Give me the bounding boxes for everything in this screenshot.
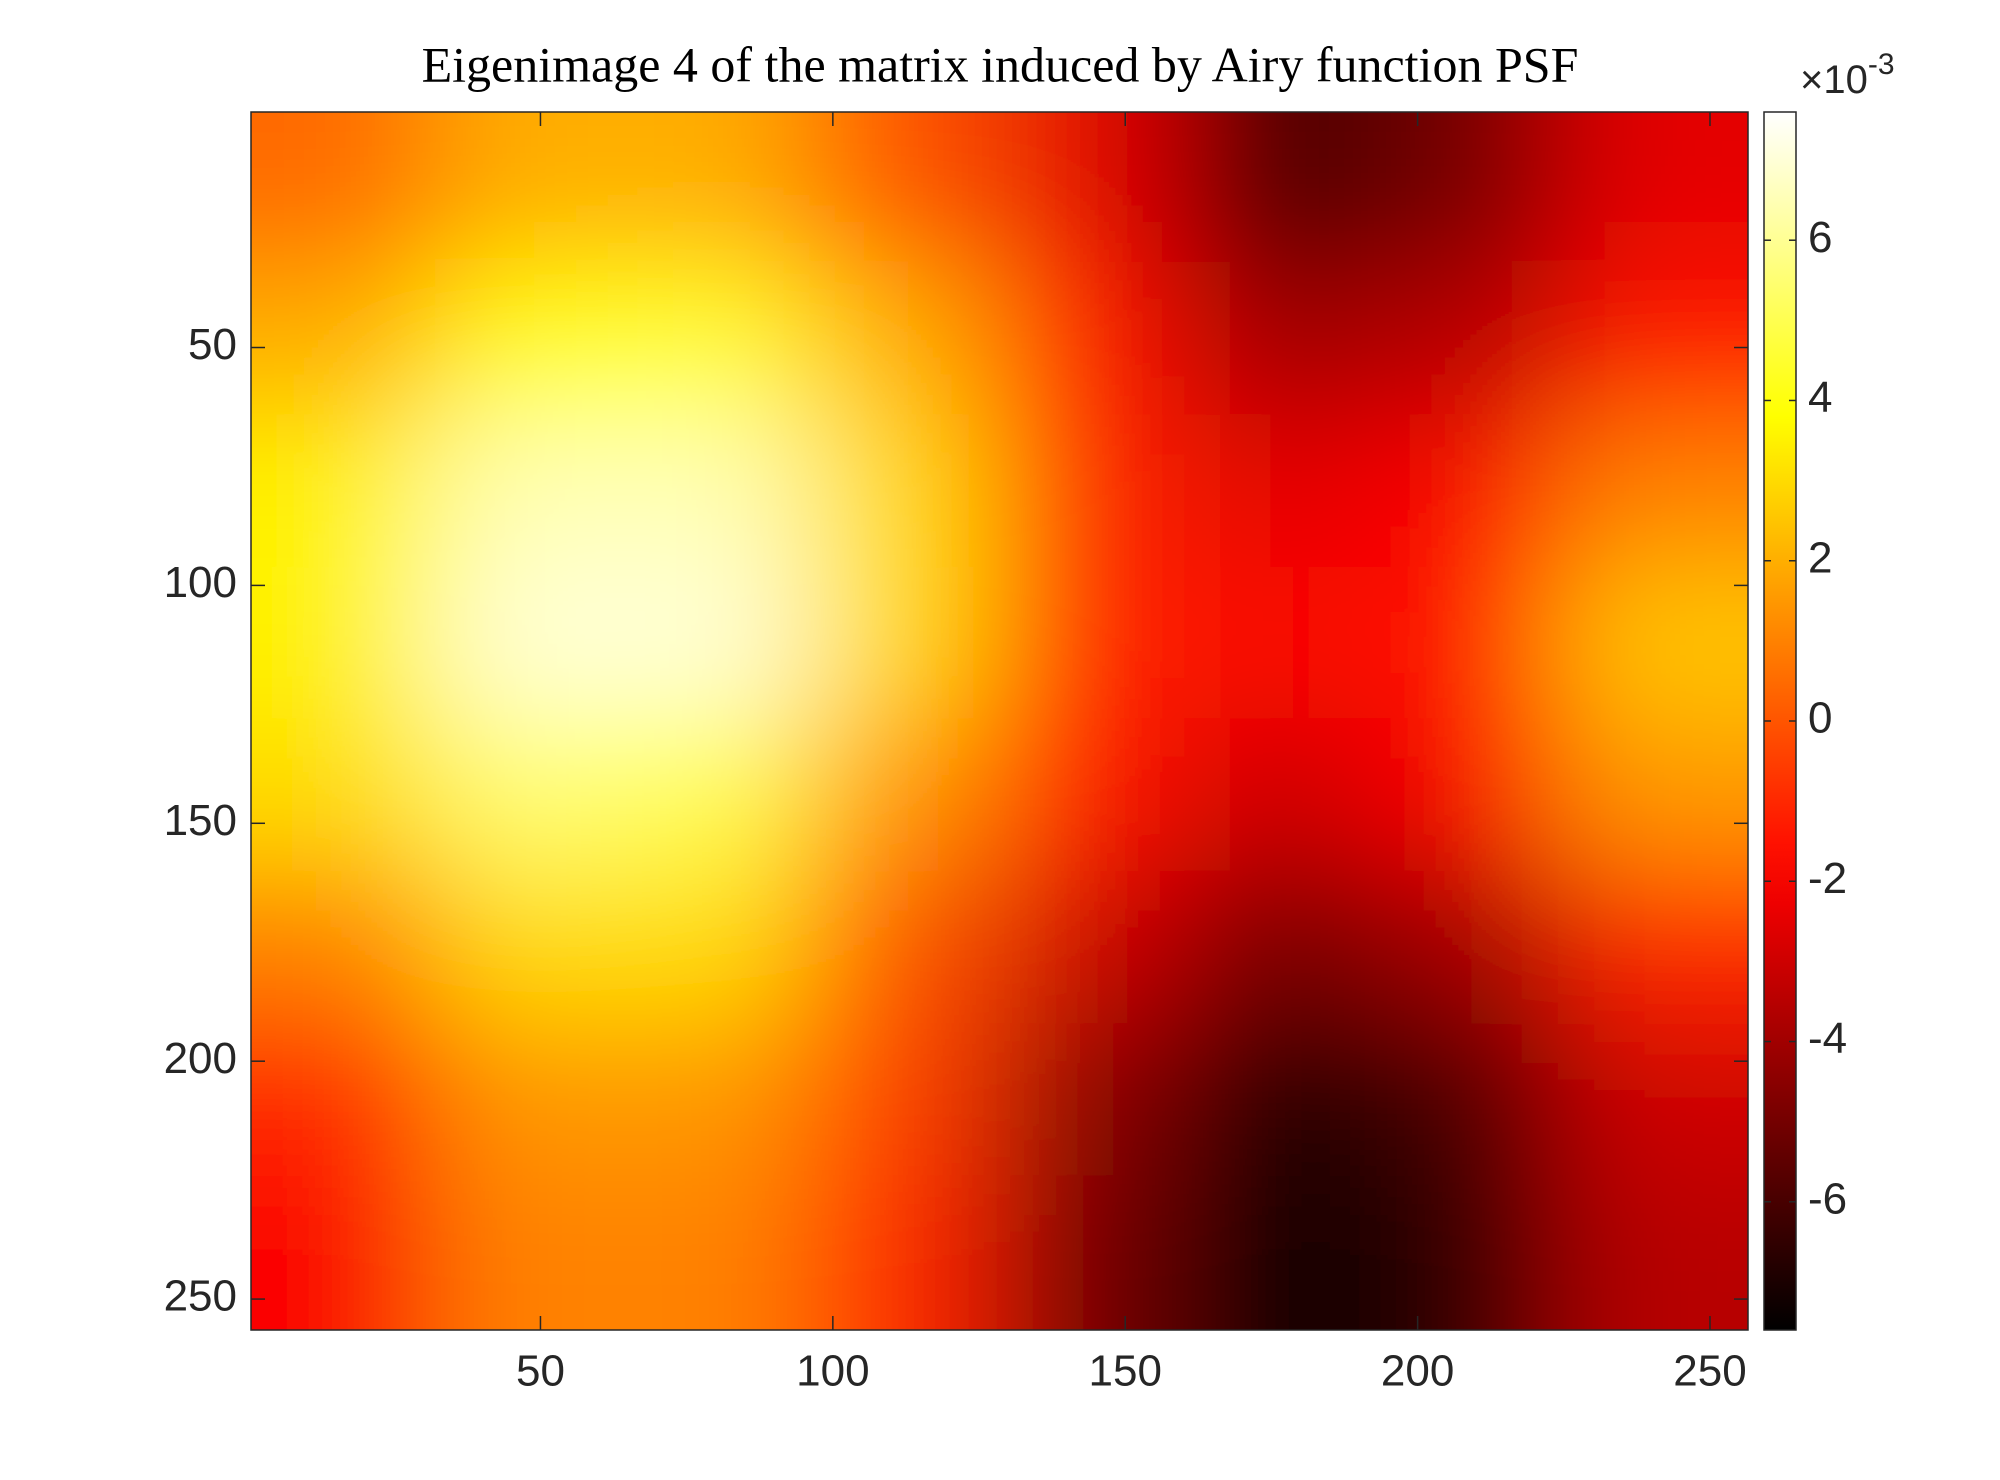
- heatmap-cell: [1370, 1023, 1559, 1176]
- heatmap-cell: [1370, 414, 1559, 567]
- colorbar-tick-label: 2: [1808, 533, 1832, 582]
- heatmap-cell: [809, 566, 998, 720]
- heatmap-cell: [251, 414, 436, 567]
- heatmap-cell: [996, 414, 1185, 567]
- x-tick-label: 250: [1673, 1347, 1746, 1396]
- heatmap-cell: [1370, 718, 1559, 872]
- heatmap: [251, 112, 1748, 1330]
- colorbar-tick-label: -6: [1808, 1174, 1847, 1223]
- y-tick-label: 150: [164, 796, 237, 845]
- heatmap-cell: [622, 566, 810, 720]
- heatmap-cell: [435, 112, 623, 263]
- heatmap-cell: [996, 870, 1185, 1024]
- heatmap-cell: [1370, 870, 1559, 1024]
- heatmap-cell: [809, 112, 998, 263]
- heatmap-cell: [1183, 1175, 1372, 1330]
- heatmap-cell: [996, 718, 1185, 872]
- colorbar-tick-label: -2: [1808, 854, 1847, 903]
- heatmap-cell: [251, 718, 436, 872]
- heatmap-cell: [1183, 718, 1372, 872]
- heatmap-cell: [1557, 1175, 1748, 1330]
- heatmap-cell: [996, 112, 1185, 263]
- heatmap-cell: [809, 414, 998, 567]
- heatmap-cell: [251, 1023, 436, 1176]
- heatmap-cell: [1557, 870, 1748, 1024]
- heatmap-cell: [809, 261, 998, 415]
- heatmap-cell: [1370, 1175, 1559, 1330]
- heatmap-cell: [1370, 566, 1559, 720]
- colorbar-tick-label: 0: [1808, 694, 1832, 743]
- x-tick-label: 200: [1381, 1347, 1454, 1396]
- x-tick-label: 50: [516, 1347, 565, 1396]
- y-tick-label: 50: [188, 320, 237, 369]
- heatmap-cell: [435, 718, 623, 872]
- heatmap-cell: [1183, 1023, 1372, 1176]
- axes-box: [250, 111, 1749, 1331]
- heatmap-cell: [435, 261, 623, 415]
- heatmap-cell: [251, 261, 436, 415]
- heatmap-cell: [435, 1023, 623, 1176]
- heatmap-cell: [435, 870, 623, 1024]
- heatmap-cell: [435, 566, 623, 720]
- heatmap-cell: [1370, 112, 1559, 263]
- heatmap-cell: [809, 718, 998, 872]
- heatmap-cell: [1557, 112, 1748, 263]
- heatmap-cell: [1557, 566, 1748, 720]
- heatmap-cell: [996, 566, 1185, 720]
- heatmap-cell: [1557, 261, 1748, 415]
- colorbar-multiplier: ×10-3: [1800, 48, 1895, 102]
- y-tick-label: 250: [164, 1272, 237, 1321]
- heatmap-cell: [622, 112, 810, 263]
- heatmap-cell: [435, 1175, 623, 1330]
- heatmap-cell: [1183, 112, 1372, 263]
- heatmap-cell: [251, 112, 436, 263]
- heatmap-cell: [622, 718, 810, 872]
- heatmap-cell: [1183, 261, 1372, 415]
- heatmap-cell: [809, 1023, 998, 1176]
- y-tick-label: 200: [164, 1034, 237, 1083]
- heatmap-cell: [1183, 870, 1372, 1024]
- x-tick-label: 150: [1089, 1347, 1162, 1396]
- heatmap-cell: [1183, 414, 1372, 567]
- heatmap-cell: [435, 414, 623, 567]
- heatmap-cell: [996, 261, 1185, 415]
- heatmap-cell: [1557, 414, 1748, 567]
- heatmap-cell: [809, 870, 998, 1024]
- heatmap-cell: [622, 1175, 810, 1330]
- colorbar-tick-label: 4: [1808, 373, 1832, 422]
- multiplier-base: ×10: [1800, 58, 1868, 102]
- colorbar-tick-label: 6: [1808, 213, 1832, 262]
- heatmap-cell: [1557, 1023, 1748, 1176]
- heatmap-cell: [809, 1175, 998, 1330]
- multiplier-exponent: -3: [1868, 48, 1895, 81]
- plot-area: [251, 112, 1748, 1330]
- y-tick-label: 100: [164, 558, 237, 607]
- heatmap-cell: [622, 870, 810, 1024]
- x-tick-label: 100: [796, 1347, 869, 1396]
- heatmap-cell: [622, 1023, 810, 1176]
- heatmap-cell: [251, 870, 436, 1024]
- heatmap-cell: [1183, 566, 1372, 720]
- heatmap-cell: [622, 261, 810, 415]
- heatmap-cell: [251, 566, 436, 720]
- heatmap-cell: [622, 414, 810, 567]
- heatmap-cell: [1370, 261, 1559, 415]
- heatmap-cell: [996, 1023, 1185, 1176]
- heatmap-cell: [251, 1175, 436, 1330]
- colorbar-tick-label: -4: [1808, 1014, 1847, 1063]
- heatmap-cell: [996, 1175, 1185, 1330]
- chart-title: Eigenimage 4 of the matrix induced by Ai…: [422, 36, 1579, 92]
- heatmap-cell: [1557, 718, 1748, 872]
